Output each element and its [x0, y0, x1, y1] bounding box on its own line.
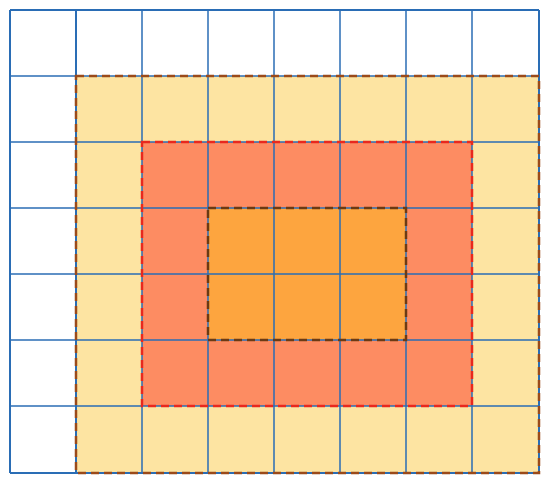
- inner-border: [206, 206, 408, 342]
- outer-border: [74, 74, 541, 475]
- middle-border: [140, 140, 474, 408]
